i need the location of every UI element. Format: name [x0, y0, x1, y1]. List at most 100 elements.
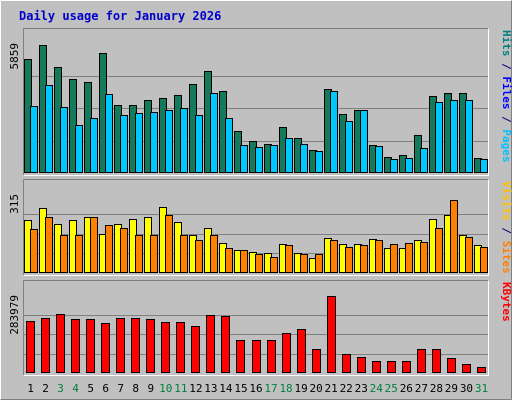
- bar-visits-sites-3: [60, 235, 68, 273]
- bar-kbytes-kbytes-2: [41, 318, 50, 373]
- bar-kbytes-kbytes-31: [477, 367, 486, 373]
- bar-kbytes-kbytes-14: [221, 316, 230, 373]
- bar-kbytes-kbytes-18: [282, 333, 291, 373]
- bar-visits-sites-30: [465, 237, 473, 273]
- bar-visits-sites-31: [480, 247, 488, 273]
- bar-visits-sites-10: [165, 215, 173, 273]
- x-tick-2: 2: [42, 382, 49, 395]
- bar-visits-sites-1: [30, 229, 38, 273]
- bar-kbytes-kbytes-3: [56, 314, 65, 373]
- x-tick-19: 19: [294, 382, 307, 395]
- bar-visits-sites-29: [450, 200, 458, 273]
- bar-kbytes-kbytes-15: [236, 340, 245, 373]
- bar-hits-files-4: [75, 125, 83, 173]
- side-legend-part-visits-0: Visits: [500, 181, 512, 221]
- bar-hits-files-10: [165, 110, 173, 173]
- x-tick-7: 7: [117, 382, 124, 395]
- bar-hits-files-13: [210, 93, 218, 173]
- x-tick-14: 14: [219, 382, 233, 395]
- bar-hits-files-21: [330, 91, 338, 173]
- x-tick-15: 15: [234, 382, 247, 395]
- x-tick-9: 9: [147, 382, 154, 395]
- bar-kbytes-kbytes-12: [191, 326, 200, 373]
- bar-kbytes-kbytes-21: [327, 296, 336, 373]
- x-tick-22: 22: [340, 382, 353, 395]
- bar-kbytes-kbytes-10: [161, 322, 170, 373]
- bar-visits-sites-9: [150, 235, 158, 273]
- bar-hits-files-18: [285, 138, 293, 173]
- bar-visits-sites-2: [45, 217, 53, 273]
- bar-hits-files-31: [480, 159, 488, 173]
- x-tick-13: 13: [204, 382, 217, 395]
- bar-hits-files-16: [255, 147, 263, 173]
- bar-kbytes-kbytes-24: [372, 361, 381, 373]
- x-tick-11: 11: [174, 382, 187, 395]
- bar-visits-sites-26: [405, 243, 413, 273]
- side-legend-part-hits-2: Files: [500, 76, 512, 109]
- y-max-label-visits: 315: [8, 194, 21, 214]
- bar-hits-files-27: [420, 148, 428, 173]
- bar-visits-sites-14: [225, 248, 233, 273]
- x-tick-3: 3: [57, 382, 64, 395]
- x-tick-4: 4: [72, 382, 79, 395]
- x-tick-27: 27: [415, 382, 428, 395]
- bar-kbytes-kbytes-23: [357, 357, 366, 373]
- bar-visits-sites-22: [345, 247, 353, 273]
- x-tick-6: 6: [102, 382, 109, 395]
- bar-visits-sites-21: [330, 240, 338, 273]
- bar-hits-files-20: [315, 151, 323, 173]
- bar-kbytes-kbytes-9: [146, 319, 155, 373]
- bar-kbytes-kbytes-22: [342, 354, 351, 373]
- x-tick-26: 26: [400, 382, 413, 395]
- bar-kbytes-kbytes-16: [252, 340, 261, 373]
- x-tick-25: 25: [385, 382, 398, 395]
- chart-title: Daily usage for January 2026: [19, 9, 221, 23]
- bar-visits-sites-19: [300, 254, 308, 273]
- bar-visits-sites-6: [105, 225, 113, 273]
- x-tick-17: 17: [264, 382, 277, 395]
- bar-kbytes-kbytes-4: [71, 319, 80, 373]
- panel-visits: 315 Visits / Sites: [8, 179, 512, 276]
- bar-kbytes-kbytes-7: [116, 318, 125, 373]
- side-legend-part-hits-4: Pages: [500, 129, 512, 162]
- bar-kbytes-kbytes-11: [176, 322, 185, 373]
- x-tick-21: 21: [325, 382, 338, 395]
- bar-visits-sites-12: [195, 240, 203, 273]
- bar-visits-sites-7: [120, 228, 128, 273]
- bar-hits-files-3: [60, 107, 68, 173]
- bar-kbytes-kbytes-29: [447, 358, 456, 373]
- x-tick-31: 31: [475, 382, 488, 395]
- bar-kbytes-kbytes-30: [462, 364, 471, 373]
- x-tick-10: 10: [159, 382, 172, 395]
- bar-kbytes-kbytes-19: [297, 329, 306, 373]
- bar-kbytes-kbytes-13: [206, 315, 215, 373]
- bar-hits-files-22: [345, 121, 353, 173]
- bar-hits-files-19: [300, 144, 308, 173]
- bar-kbytes-kbytes-28: [432, 349, 441, 373]
- bar-hits-files-23: [360, 110, 368, 173]
- bar-hits-files-17: [270, 145, 278, 173]
- bar-kbytes-kbytes-1: [26, 321, 35, 373]
- panel-kbytes: 283979 KBytes: [8, 280, 512, 376]
- bar-hits-files-6: [105, 94, 113, 173]
- chart-panels: 5859 Hits / Files / Pages 315 Visits / Site…: [8, 28, 512, 376]
- bar-hits-files-14: [225, 118, 233, 173]
- side-legend-part-visits-1: /: [500, 221, 512, 241]
- bar-visits-sites-23: [360, 245, 368, 273]
- bar-hits-files-9: [150, 112, 158, 173]
- bar-kbytes-kbytes-20: [312, 349, 321, 373]
- bar-hits-files-1: [30, 106, 38, 173]
- bar-visits-sites-4: [75, 235, 83, 273]
- bar-kbytes-kbytes-25: [387, 361, 396, 373]
- side-legend-visits: Visits / Sites: [500, 181, 512, 274]
- bar-kbytes-kbytes-5: [86, 319, 95, 373]
- bar-hits-files-7: [120, 115, 128, 173]
- bar-visits-sites-17: [270, 257, 278, 273]
- x-tick-24: 24: [370, 382, 384, 395]
- bar-hits-files-15: [240, 145, 248, 173]
- x-tick-18: 18: [279, 382, 292, 395]
- bar-visits-sites-18: [285, 245, 293, 273]
- side-legend-hits: Hits / Files / Pages: [500, 30, 512, 163]
- bar-hits-files-8: [135, 113, 143, 173]
